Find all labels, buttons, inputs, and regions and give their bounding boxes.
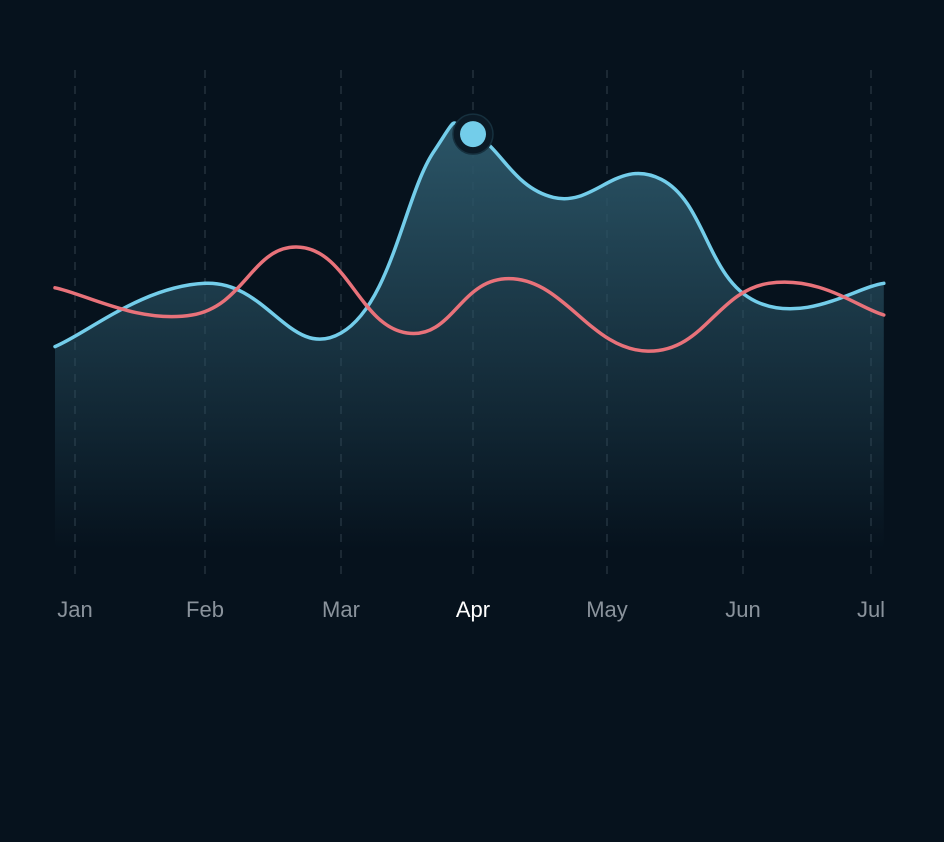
marker-layer (452, 113, 494, 155)
series-red-line (53, 245, 886, 353)
series-blue-area (55, 123, 884, 550)
area-layer (55, 123, 884, 550)
x-axis-labels: Jan Feb Mar Apr May Jun Jul (57, 597, 885, 622)
x-tick-label-jun[interactable]: Jun (725, 597, 760, 622)
x-tick-label-feb[interactable]: Feb (186, 597, 224, 622)
x-tick-label-may[interactable]: May (586, 597, 628, 622)
highlight-marker-dot[interactable] (460, 121, 486, 148)
x-tick-label-mar[interactable]: Mar (322, 597, 360, 622)
x-tick-label-jul[interactable]: Jul (857, 597, 885, 622)
x-tick-label-jan[interactable]: Jan (57, 597, 92, 622)
x-tick-label-apr[interactable]: Apr (456, 597, 490, 622)
